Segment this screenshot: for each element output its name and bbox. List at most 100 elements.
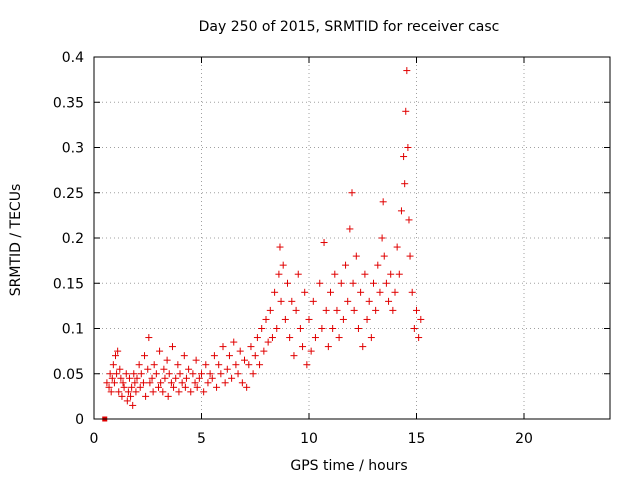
y-tick-label: 0.1 xyxy=(62,322,84,338)
data-point xyxy=(150,361,158,369)
data-point xyxy=(335,334,343,342)
data-point xyxy=(331,270,339,278)
data-point xyxy=(120,383,128,391)
data-point xyxy=(122,370,130,378)
data-point xyxy=(157,379,165,387)
data-point xyxy=(132,388,140,396)
data-point xyxy=(273,325,281,332)
data-point xyxy=(391,288,399,296)
data-point xyxy=(182,374,190,382)
data-point xyxy=(208,374,216,382)
data-point xyxy=(202,361,210,369)
data-point xyxy=(217,370,225,378)
data-point xyxy=(249,370,257,378)
data-point xyxy=(276,243,284,251)
data-point xyxy=(339,315,347,323)
data-point xyxy=(247,343,255,351)
data-point xyxy=(299,343,307,351)
data-point xyxy=(342,261,350,269)
data-point xyxy=(219,343,227,351)
data-point xyxy=(133,374,141,382)
data-point xyxy=(103,379,111,387)
data-point xyxy=(200,388,208,396)
data-point xyxy=(223,365,231,373)
data-point xyxy=(119,379,127,387)
data-point xyxy=(189,370,197,378)
data-point xyxy=(142,392,150,400)
data-point xyxy=(258,325,266,332)
data-point xyxy=(131,379,139,387)
data-point xyxy=(389,306,397,314)
data-point xyxy=(320,239,328,247)
data-point xyxy=(309,297,317,305)
data-point xyxy=(405,216,413,224)
data-point xyxy=(292,306,300,314)
data-point xyxy=(160,365,168,373)
data-point xyxy=(243,383,251,391)
plot-frame xyxy=(93,56,611,420)
data-point xyxy=(403,67,411,75)
data-point xyxy=(236,347,244,355)
data-point xyxy=(167,379,175,387)
x-tick-label: 0 xyxy=(90,431,99,447)
data-point xyxy=(380,252,388,260)
data-point xyxy=(198,370,205,378)
y-tick-label: 0.35 xyxy=(53,95,84,111)
data-point xyxy=(401,180,409,188)
y-tick-label: 0.3 xyxy=(62,141,84,157)
data-point xyxy=(181,383,189,391)
data-point xyxy=(348,189,356,197)
data-point xyxy=(400,153,408,161)
data-point xyxy=(349,279,357,287)
data-point xyxy=(206,370,214,378)
data-point xyxy=(288,297,296,305)
data-point xyxy=(260,347,268,355)
data-point xyxy=(152,370,160,378)
data-point xyxy=(105,383,113,391)
data-point xyxy=(346,225,354,233)
data-point xyxy=(108,374,116,382)
data-point xyxy=(176,370,184,378)
data-point xyxy=(156,347,164,355)
data-point xyxy=(402,107,410,115)
data-points xyxy=(102,67,425,422)
data-point xyxy=(106,370,114,378)
data-point xyxy=(286,334,294,342)
data-point xyxy=(406,252,414,260)
data-point xyxy=(395,270,403,278)
data-point xyxy=(275,270,283,278)
data-point xyxy=(305,315,313,323)
y-tick-label: 0.4 xyxy=(62,50,84,66)
x-tick-label: 10 xyxy=(300,431,318,447)
data-point xyxy=(192,356,200,364)
data-point xyxy=(159,388,167,396)
data-point xyxy=(268,334,276,342)
data-point xyxy=(408,288,416,296)
data-point xyxy=(149,388,157,396)
data-point xyxy=(374,261,382,269)
data-point xyxy=(329,325,337,332)
data-point xyxy=(148,374,156,382)
data-point xyxy=(316,279,324,287)
data-point xyxy=(113,370,121,378)
data-point xyxy=(264,338,272,346)
data-point xyxy=(193,383,201,391)
x-tick-label: 15 xyxy=(408,431,426,447)
data-point xyxy=(139,379,147,387)
x-tick-label: 20 xyxy=(515,431,533,447)
y-tick-label: 0.15 xyxy=(53,276,84,292)
y-tick-label: 0.05 xyxy=(53,367,84,383)
data-point xyxy=(415,334,423,342)
data-point xyxy=(136,383,144,391)
data-point xyxy=(241,356,248,364)
data-point xyxy=(324,343,332,351)
data-point xyxy=(178,379,186,387)
data-point xyxy=(387,270,395,278)
data-point xyxy=(115,388,123,396)
data-point xyxy=(238,379,246,387)
data-point xyxy=(204,379,212,387)
data-point xyxy=(210,352,218,360)
x-tick-label: 5 xyxy=(197,431,206,447)
data-point xyxy=(359,343,367,351)
